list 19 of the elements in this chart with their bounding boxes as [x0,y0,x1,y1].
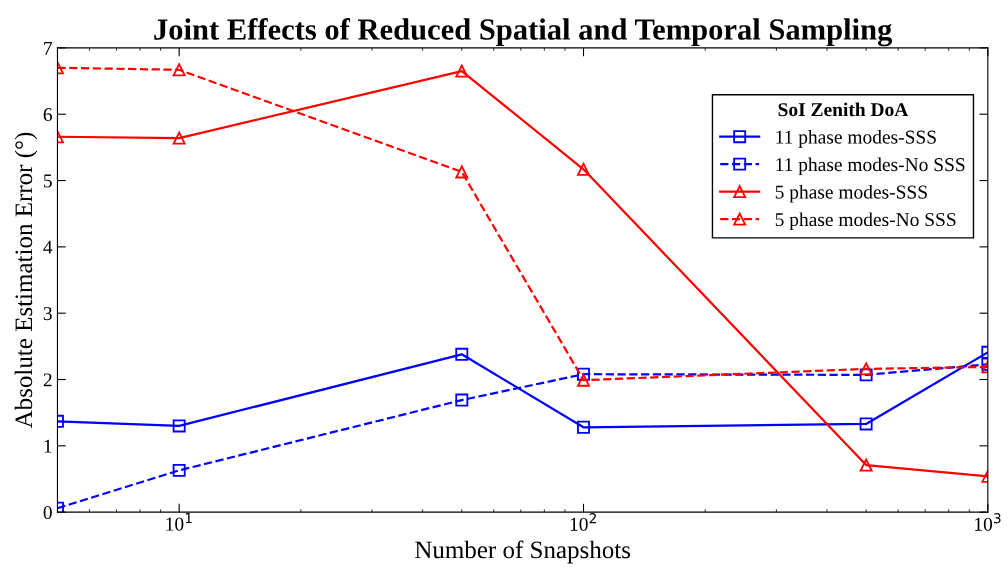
y-tick-label: 6 [43,108,53,122]
x-tick-label: 10$^{1}$ [166,513,192,531]
x-tick-label: 10$^{2}$ [570,513,596,531]
chart-title: Joint Effects of Reduced Spatial and Temporal Sampling [154,18,893,47]
legend-label: 5 phase modes-SSS [775,184,927,203]
legend-label: 5 phase modes-No SSS [775,212,956,231]
legend-title: SoI Zenith DoA [778,102,909,117]
legend-label: 11 phase modes-SSS [776,130,936,148]
x-tick-label: 10$^{3}$ [975,513,1001,531]
y-tick-label: 7 [44,41,53,55]
y-axis-title: Absolute Estimation Error (°) [14,132,38,429]
y-tick-label: 0 [43,505,52,520]
y-tick-label: 2 [43,373,52,387]
y-tick-label: 3 [43,307,52,321]
x-axis-title: Number of Snapshots [415,540,631,564]
y-tick-label: 5 [44,174,52,188]
legend-label: 11 phase modes-No SSS [776,157,965,176]
y-tick-label: 4 [43,240,53,254]
y-tick-label: 1 [44,439,52,453]
